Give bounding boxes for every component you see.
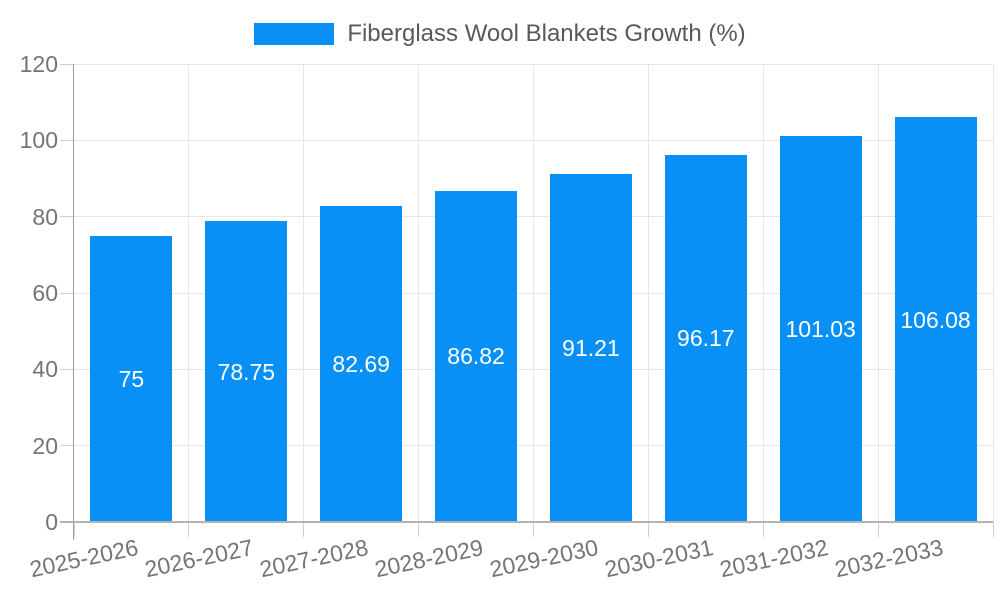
y-axis-tick bbox=[60, 368, 74, 370]
gridline-vertical bbox=[418, 64, 420, 522]
x-axis-tick bbox=[303, 522, 305, 537]
gridline-vertical bbox=[533, 64, 534, 522]
x-axis-tick bbox=[762, 522, 764, 537]
legend-swatch bbox=[254, 23, 335, 45]
gridline-vertical bbox=[188, 64, 190, 522]
bar-value-label: 86.82 bbox=[447, 343, 505, 370]
bar-value-label: 91.21 bbox=[562, 334, 620, 361]
bar-value-label: 106.08 bbox=[900, 306, 971, 333]
x-axis-tick bbox=[188, 522, 190, 537]
bar bbox=[320, 206, 403, 522]
y-axis-tick bbox=[60, 292, 74, 294]
y-axis-tick bbox=[60, 445, 74, 447]
bar-value-label: 75 bbox=[118, 365, 145, 392]
legend: Fiberglass Wool Blankets Growth (%) bbox=[0, 20, 1000, 48]
gridline-vertical bbox=[877, 64, 879, 522]
x-axis-tick bbox=[73, 522, 75, 537]
legend-label: Fiberglass Wool Blankets Growth (%) bbox=[347, 20, 746, 47]
bar-value-label: 78.75 bbox=[217, 358, 276, 385]
bar bbox=[779, 136, 862, 522]
bar bbox=[435, 190, 518, 522]
y-tick-label: 20 bbox=[32, 432, 58, 459]
y-axis-line bbox=[73, 64, 74, 540]
y-tick-label: 100 bbox=[19, 127, 58, 154]
y-tick-label: 120 bbox=[19, 51, 58, 77]
x-axis-tick bbox=[647, 522, 649, 537]
bar-value-label: 96.17 bbox=[677, 325, 735, 352]
x-axis-line bbox=[60, 521, 993, 523]
bar bbox=[205, 221, 288, 522]
y-tick-label: 0 bbox=[45, 509, 58, 535]
x-axis-tick bbox=[418, 522, 420, 537]
gridline-vertical bbox=[762, 64, 764, 522]
x-axis-tick bbox=[992, 522, 994, 537]
bar bbox=[549, 173, 632, 522]
gridline-vertical bbox=[647, 64, 649, 522]
bar-value-label: 82.69 bbox=[332, 351, 390, 378]
bar-value-label: 101.03 bbox=[785, 316, 856, 343]
y-tick-label: 80 bbox=[32, 203, 58, 230]
gridline-vertical bbox=[303, 64, 305, 522]
y-axis-tick bbox=[60, 63, 74, 65]
y-axis-tick bbox=[60, 216, 74, 218]
x-axis-tick bbox=[533, 522, 534, 537]
y-axis-tick bbox=[60, 139, 74, 141]
gridline-vertical bbox=[992, 64, 994, 522]
x-axis-tick bbox=[877, 522, 879, 537]
bar bbox=[894, 117, 977, 522]
y-tick-label: 60 bbox=[32, 280, 58, 306]
bar bbox=[664, 154, 747, 522]
bar bbox=[90, 235, 173, 522]
y-tick-label: 40 bbox=[32, 356, 58, 383]
